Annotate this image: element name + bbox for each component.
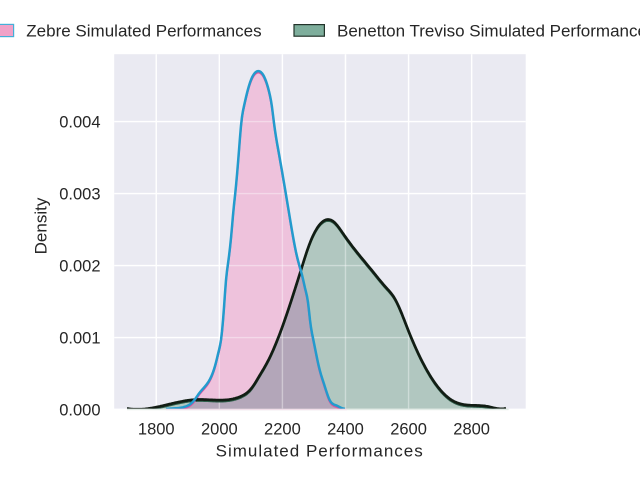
svg-text:2400: 2400 xyxy=(327,421,364,439)
svg-text:2800: 2800 xyxy=(453,421,490,439)
svg-text:0.004: 0.004 xyxy=(59,113,100,131)
svg-text:0.002: 0.002 xyxy=(59,257,100,275)
svg-text:Benetton Treviso Simulated Per: Benetton Treviso Simulated Performances xyxy=(337,22,640,41)
svg-text:Zebre Simulated Performances: Zebre Simulated Performances xyxy=(26,22,261,41)
svg-text:0.001: 0.001 xyxy=(59,329,100,347)
svg-text:Simulated Performances: Simulated Performances xyxy=(216,442,424,461)
svg-text:0.003: 0.003 xyxy=(59,185,100,203)
svg-text:2000: 2000 xyxy=(201,421,238,439)
svg-text:1800: 1800 xyxy=(138,421,175,439)
svg-text:0.000: 0.000 xyxy=(59,401,100,419)
svg-text:Density: Density xyxy=(32,197,51,254)
svg-text:2200: 2200 xyxy=(264,421,301,439)
svg-text:2600: 2600 xyxy=(390,421,427,439)
